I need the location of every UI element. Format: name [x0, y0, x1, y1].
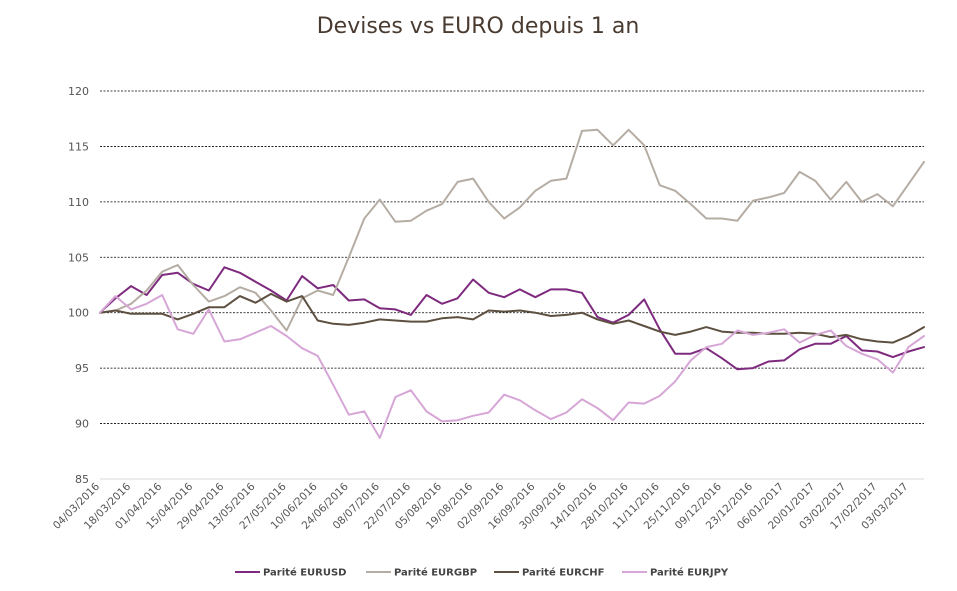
chart-title: Devises vs EURO depuis 1 an	[317, 14, 640, 39]
y-tick-label: 90	[75, 418, 89, 431]
y-tick-label: 85	[75, 473, 89, 486]
series-line-3	[99, 292, 925, 344]
y-tick-label: 115	[68, 140, 89, 153]
y-tick-label: 120	[68, 85, 89, 98]
legend-label: Parité EURGBP	[394, 567, 477, 579]
legend-label: Parité EURUSD	[263, 567, 347, 579]
legend: Parité EURUSD Parité EURGBP Parité EURCHF P…	[235, 567, 729, 579]
series-line-1	[99, 266, 925, 371]
gridlines	[100, 90, 924, 424]
series-lines	[99, 128, 925, 439]
y-tick-label: 105	[68, 251, 89, 264]
legend-label: Parité EURCHF	[522, 567, 604, 579]
y-tick-label: 100	[68, 307, 89, 320]
y-axis-ticks: 85 90 95 100 105 110 115 120	[68, 85, 89, 486]
x-axis: 04/03/201618/03/201601/04/201615/04/2016…	[51, 478, 924, 532]
series-line-2	[99, 128, 925, 332]
legend-label: Parité EURJPY	[650, 567, 729, 579]
y-tick-label: 110	[68, 196, 89, 209]
series-line-4	[99, 294, 925, 439]
y-tick-label: 95	[75, 362, 89, 375]
